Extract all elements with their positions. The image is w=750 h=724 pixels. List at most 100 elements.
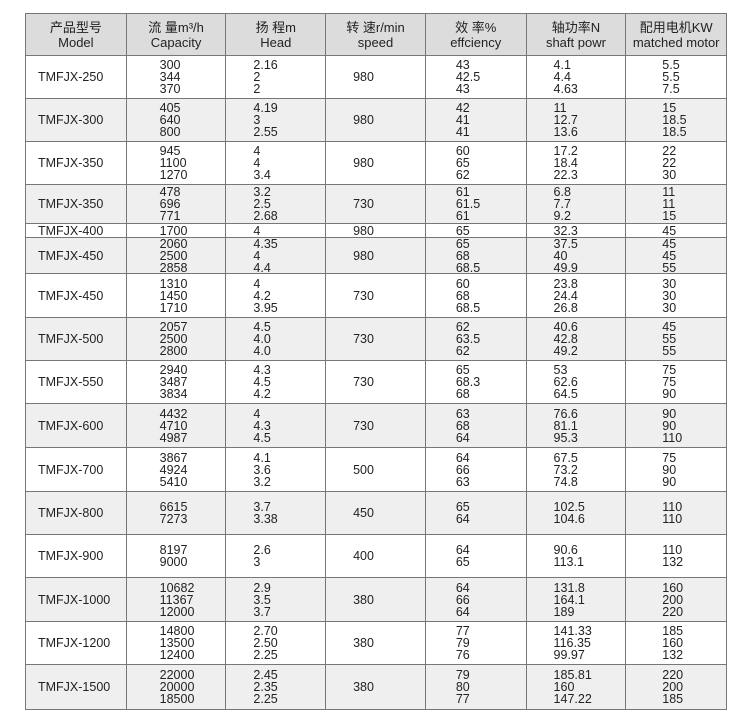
model-value: TMFJX-450 xyxy=(38,288,104,303)
shaft-power-value: 99.97 xyxy=(553,648,585,662)
motor-value: 220 xyxy=(662,604,684,619)
model-value: TMFJX-1000 xyxy=(38,592,111,607)
shaft-power-cell: 4.1 4.4 4.63 xyxy=(527,56,627,98)
table-row: TMFJX-300 405 640 800 4.19 3 2.55 980 42 41 41 11 12… xyxy=(26,99,726,142)
model-value: TMFJX-450 xyxy=(38,248,104,263)
header-label-en: speed xyxy=(357,34,394,50)
head-cell: 3.2 2.5 2.68 xyxy=(226,185,327,223)
motor-value: 75 xyxy=(662,363,677,377)
capacity-value: 13500 xyxy=(159,636,195,650)
model-value: TMFJX-500 xyxy=(38,332,104,346)
capacity-value: 2500 xyxy=(159,248,188,263)
motor-value: 22 xyxy=(662,144,677,158)
capacity-value: 2858 xyxy=(159,260,188,275)
header-cell: 产品型号 Model xyxy=(26,14,127,55)
head-value: 4.3 xyxy=(253,418,271,433)
motor-value: 55 xyxy=(662,344,677,358)
efficiency-cell: 65 xyxy=(426,224,527,237)
speed-cell: 730 xyxy=(326,404,426,447)
efficiency-cell: 77 79 76 xyxy=(426,622,527,664)
efficiency-cell: 61 61.5 61 xyxy=(426,185,527,223)
head-value: 4 xyxy=(253,276,261,291)
model-cell: TMFJX-800 xyxy=(26,492,127,534)
header-cell: 轴功率N shaft powr xyxy=(527,14,627,55)
shaft-power-cell: 185.81 160 147.22 xyxy=(527,665,627,709)
capacity-value: 2940 xyxy=(159,363,188,377)
capacity-cell: 405 640 800 xyxy=(127,99,227,141)
head-value: 4 xyxy=(253,156,261,170)
table-row: TMFJX-500 2057 2500 2800 4.5 4.0 4.0 730 62 63.5 6… xyxy=(26,318,726,361)
table-row: TMFJX-450 2060 2500 2858 4.35 4 4.4 980 65 68 68.5… xyxy=(26,237,726,275)
head-value: 3.7 xyxy=(253,500,271,514)
shaft-power-value: 42.8 xyxy=(553,332,578,346)
motor-value: 30 xyxy=(662,300,677,315)
shaft-power-cell: 37.5 40 49.9 xyxy=(527,237,627,274)
motor-cell: 45 55 55 xyxy=(626,318,726,360)
header-cell: 效 率% effciency xyxy=(426,14,527,55)
shaft-power-cell: 17.2 18.4 22.3 xyxy=(527,142,627,184)
shaft-power-value: 18.4 xyxy=(553,156,578,170)
efficiency-cell: 65 68.3 68 xyxy=(426,361,527,403)
head-value: 4.19 xyxy=(253,101,278,115)
efficiency-value: 63 xyxy=(455,406,470,421)
head-value: 3.2 xyxy=(253,474,271,489)
head-value: 4.3 xyxy=(253,363,271,377)
model-value: TMFJX-800 xyxy=(38,506,104,520)
motor-value: 200 xyxy=(662,680,684,694)
model-cell: TMFJX-500 xyxy=(26,318,127,360)
head-value: 4.2 xyxy=(253,288,271,303)
speed-cell: 730 xyxy=(326,274,426,317)
header-label-en: Capacity xyxy=(150,34,202,50)
table-row: TMFJX-700 3867 4924 5410 4.1 3.6 3.2 500 64 66 63 6… xyxy=(26,448,726,492)
efficiency-value: 68.5 xyxy=(455,300,481,315)
capacity-cell: 6615 7273 xyxy=(127,492,227,534)
head-value: 2.50 xyxy=(253,636,278,650)
efficiency-value: 60 xyxy=(455,276,470,291)
header-label-cn: 转 速r/min xyxy=(346,19,405,35)
shaft-power-value: 64.5 xyxy=(553,387,578,401)
capacity-value: 2057 xyxy=(159,320,188,334)
head-value: 2.35 xyxy=(253,680,278,694)
capacity-value: 22000 xyxy=(159,668,195,682)
model-cell: TMFJX-350 xyxy=(26,185,127,223)
head-value: 3 xyxy=(253,555,261,569)
motor-cell: 22 22 30 xyxy=(626,142,726,184)
motor-value: 160 xyxy=(662,636,684,650)
shaft-power-cell: 76.6 81.1 95.3 xyxy=(527,404,627,447)
capacity-cell: 10682 11367 12000 xyxy=(127,578,227,621)
speed-value: 400 xyxy=(353,549,374,563)
table-row: TMFJX-400 1700 4 980 65 32.3 45 xyxy=(26,224,726,238)
head-cell: 4.19 3 2.55 xyxy=(226,99,327,141)
efficiency-value: 80 xyxy=(455,680,470,694)
capacity-cell: 22000 20000 18500 xyxy=(127,665,227,709)
head-value: 4 xyxy=(253,223,261,238)
head-cell: 4 4 3.4 xyxy=(226,142,327,184)
capacity-cell: 4432 4710 4987 xyxy=(127,404,227,447)
motor-value: 11 xyxy=(662,197,676,211)
head-cell: 4.3 4.5 4.2 xyxy=(226,361,327,403)
efficiency-value: 61 xyxy=(455,185,470,199)
model-value: TMFJX-300 xyxy=(38,113,104,127)
motor-value: 30 xyxy=(662,168,677,182)
head-cell: 4 xyxy=(226,223,327,238)
capacity-value: 14800 xyxy=(159,624,195,638)
efficiency-value: 62 xyxy=(455,320,470,334)
shaft-power-cell: 6.8 7.7 9.2 xyxy=(527,185,627,223)
efficiency-value: 64 xyxy=(455,512,470,526)
efficiency-value: 64 xyxy=(455,450,470,465)
capacity-value: 478 xyxy=(159,185,181,199)
capacity-cell: 945 1100 1270 xyxy=(127,142,227,184)
efficiency-value: 62 xyxy=(455,344,470,358)
head-value: 4.5 xyxy=(253,375,271,389)
head-value: 2.16 xyxy=(253,58,278,72)
capacity-value: 4987 xyxy=(159,430,188,445)
capacity-value: 10682 xyxy=(159,580,195,595)
shaft-power-value: 102.5 xyxy=(553,500,585,514)
capacity-value: 640 xyxy=(159,113,181,127)
motor-cell: 45 45 55 xyxy=(626,237,726,274)
shaft-power-value: 22.3 xyxy=(553,168,578,182)
speed-cell: 730 xyxy=(326,185,426,223)
capacity-value: 9000 xyxy=(159,555,188,569)
speed-value: 380 xyxy=(353,636,374,650)
table-header-row: 产品型号 Model 流 量m³/h Capacity 扬 程m Head 转 速r/min… xyxy=(26,14,726,56)
